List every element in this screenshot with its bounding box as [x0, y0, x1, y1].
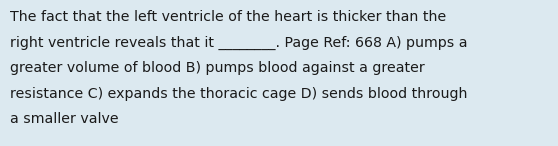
Text: a smaller valve: a smaller valve [10, 112, 119, 126]
Text: greater volume of blood B) pumps blood against a greater: greater volume of blood B) pumps blood a… [10, 61, 425, 75]
Text: The fact that the left ventricle of the heart is thicker than the: The fact that the left ventricle of the … [10, 10, 446, 24]
Text: right ventricle reveals that it ________. Page Ref: 668 A) pumps a: right ventricle reveals that it ________… [10, 36, 468, 50]
Text: resistance C) expands the thoracic cage D) sends blood through: resistance C) expands the thoracic cage … [10, 87, 468, 101]
